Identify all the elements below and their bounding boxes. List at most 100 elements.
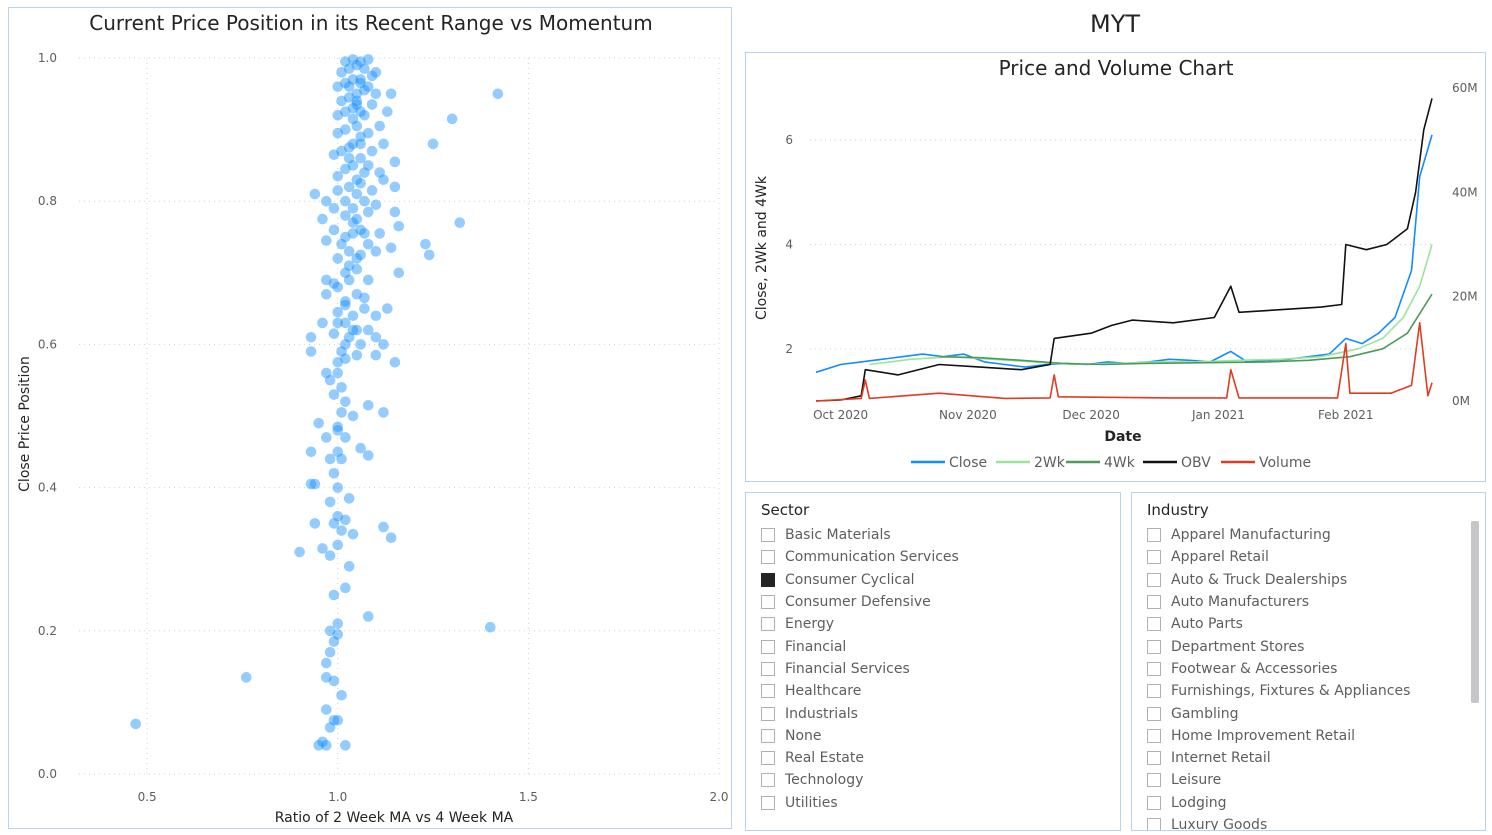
scatter-point[interactable]	[340, 582, 351, 594]
scatter-point[interactable]	[343, 274, 355, 286]
scatter-point[interactable]	[347, 228, 359, 239]
scatter-point[interactable]	[332, 425, 344, 436]
scatter-point[interactable]	[351, 324, 363, 336]
scatter-point[interactable]	[355, 442, 366, 454]
scatter-point[interactable]	[484, 621, 496, 633]
checkbox[interactable]	[1147, 751, 1161, 766]
scatter-point[interactable]	[370, 310, 382, 322]
industry-item-home-improvement-retail[interactable]: Home Improvement Retail	[1147, 725, 1465, 747]
scatter-point[interactable]	[366, 70, 378, 82]
sector-item-financial[interactable]: Financial	[761, 635, 1100, 657]
scatter-point[interactable]	[362, 127, 374, 139]
scatter-point[interactable]	[366, 145, 378, 157]
scatter-point[interactable]	[340, 339, 351, 350]
scatter-point[interactable]	[359, 195, 370, 207]
scatter-point[interactable]	[332, 482, 344, 493]
scatter-point[interactable]	[362, 54, 374, 65]
series-line-4wk[interactable]	[939, 293, 1433, 366]
scatter-point[interactable]	[340, 299, 351, 311]
scatter-point[interactable]	[340, 163, 351, 175]
scatter-point[interactable]	[240, 672, 252, 683]
scatter-point[interactable]	[321, 740, 332, 751]
scatter-point[interactable]	[317, 543, 328, 554]
scatter-point[interactable]	[420, 238, 431, 250]
scatter-point[interactable]	[355, 56, 366, 67]
checkbox[interactable]	[1147, 572, 1161, 587]
scatter-point[interactable]	[340, 231, 351, 243]
scatter-point[interactable]	[347, 113, 359, 125]
scatter-point[interactable]	[359, 63, 370, 75]
scatter-point[interactable]	[332, 618, 344, 629]
scatter-point[interactable]	[328, 467, 340, 479]
scatter-point[interactable]	[359, 167, 370, 178]
sector-item-energy[interactable]: Energy	[761, 613, 1100, 635]
sector-item-utilities[interactable]: Utilities	[761, 792, 1100, 814]
scatter-point[interactable]	[343, 142, 355, 153]
checkbox[interactable]	[761, 639, 775, 654]
scatter-point[interactable]	[340, 124, 351, 135]
sector-item-healthcare[interactable]: Healthcare	[761, 680, 1100, 702]
scatter-point[interactable]	[332, 253, 344, 264]
scatter-point[interactable]	[343, 260, 355, 271]
scatter-point[interactable]	[332, 109, 344, 121]
scatter-point[interactable]	[340, 195, 351, 207]
scatter-point[interactable]	[347, 324, 359, 336]
scatter-point[interactable]	[336, 407, 347, 418]
scatter-point[interactable]	[374, 120, 385, 132]
industry-item-internet-retail[interactable]: Internet Retail	[1147, 747, 1465, 769]
scatter-point[interactable]	[355, 152, 366, 164]
checkbox[interactable]	[761, 751, 775, 766]
checkbox[interactable]	[1147, 795, 1161, 810]
scatter-point[interactable]	[321, 367, 332, 379]
scatter-point[interactable]	[336, 525, 347, 536]
scatter-point[interactable]	[332, 281, 344, 293]
scatter-point[interactable]	[351, 174, 363, 186]
scatter-point[interactable]	[332, 306, 344, 318]
scatter-point[interactable]	[355, 131, 366, 143]
scatter-point[interactable]	[130, 718, 141, 730]
scatter-point[interactable]	[366, 99, 378, 110]
scatter-point[interactable]	[351, 288, 363, 300]
checkbox[interactable]	[761, 595, 775, 610]
scatter-point[interactable]	[370, 67, 382, 78]
scatter-point[interactable]	[370, 246, 382, 257]
scatter-point[interactable]	[340, 740, 351, 751]
scatter-point[interactable]	[328, 589, 340, 601]
scatter-point[interactable]	[343, 152, 355, 164]
industry-item-luxury-goods[interactable]: Luxury Goods	[1147, 814, 1465, 830]
scatter-point[interactable]	[347, 54, 359, 65]
scatter-point[interactable]	[378, 339, 389, 350]
scatter-point[interactable]	[340, 432, 351, 443]
scatter-point[interactable]	[305, 446, 317, 458]
scatter-point[interactable]	[370, 88, 382, 100]
scatter-point[interactable]	[359, 84, 370, 96]
scatter-point[interactable]	[389, 156, 401, 168]
scatter-point[interactable]	[324, 374, 336, 386]
scatter-point[interactable]	[321, 704, 332, 715]
scatter-point[interactable]	[340, 267, 351, 279]
scatter-point[interactable]	[374, 167, 385, 178]
industry-item-auto-parts[interactable]: Auto Parts	[1147, 613, 1465, 635]
scatter-point[interactable]	[332, 421, 344, 433]
scatter-point[interactable]	[362, 611, 374, 622]
scatter-point[interactable]	[343, 181, 355, 193]
legend-item-close[interactable]: Close	[911, 455, 987, 471]
scatter-point[interactable]	[343, 561, 355, 572]
scatter-point[interactable]	[454, 217, 466, 228]
scatter-point[interactable]	[355, 249, 366, 261]
scatter-point[interactable]	[347, 203, 359, 214]
scatter-point[interactable]	[343, 246, 355, 257]
scatter-point[interactable]	[351, 59, 363, 71]
scatter-point[interactable]	[347, 138, 359, 150]
scatter-point[interactable]	[309, 478, 321, 490]
scatter-point[interactable]	[324, 496, 336, 508]
scatter-point[interactable]	[355, 339, 366, 350]
scatter-point[interactable]	[336, 95, 347, 107]
scatter-point[interactable]	[328, 328, 340, 339]
scatter-point[interactable]	[321, 288, 332, 300]
scatter-point[interactable]	[317, 213, 328, 225]
scatter-point[interactable]	[362, 81, 374, 92]
scatter-point[interactable]	[393, 267, 405, 279]
legend-item-volume[interactable]: Volume	[1221, 455, 1311, 471]
scatter-point[interactable]	[343, 493, 355, 504]
